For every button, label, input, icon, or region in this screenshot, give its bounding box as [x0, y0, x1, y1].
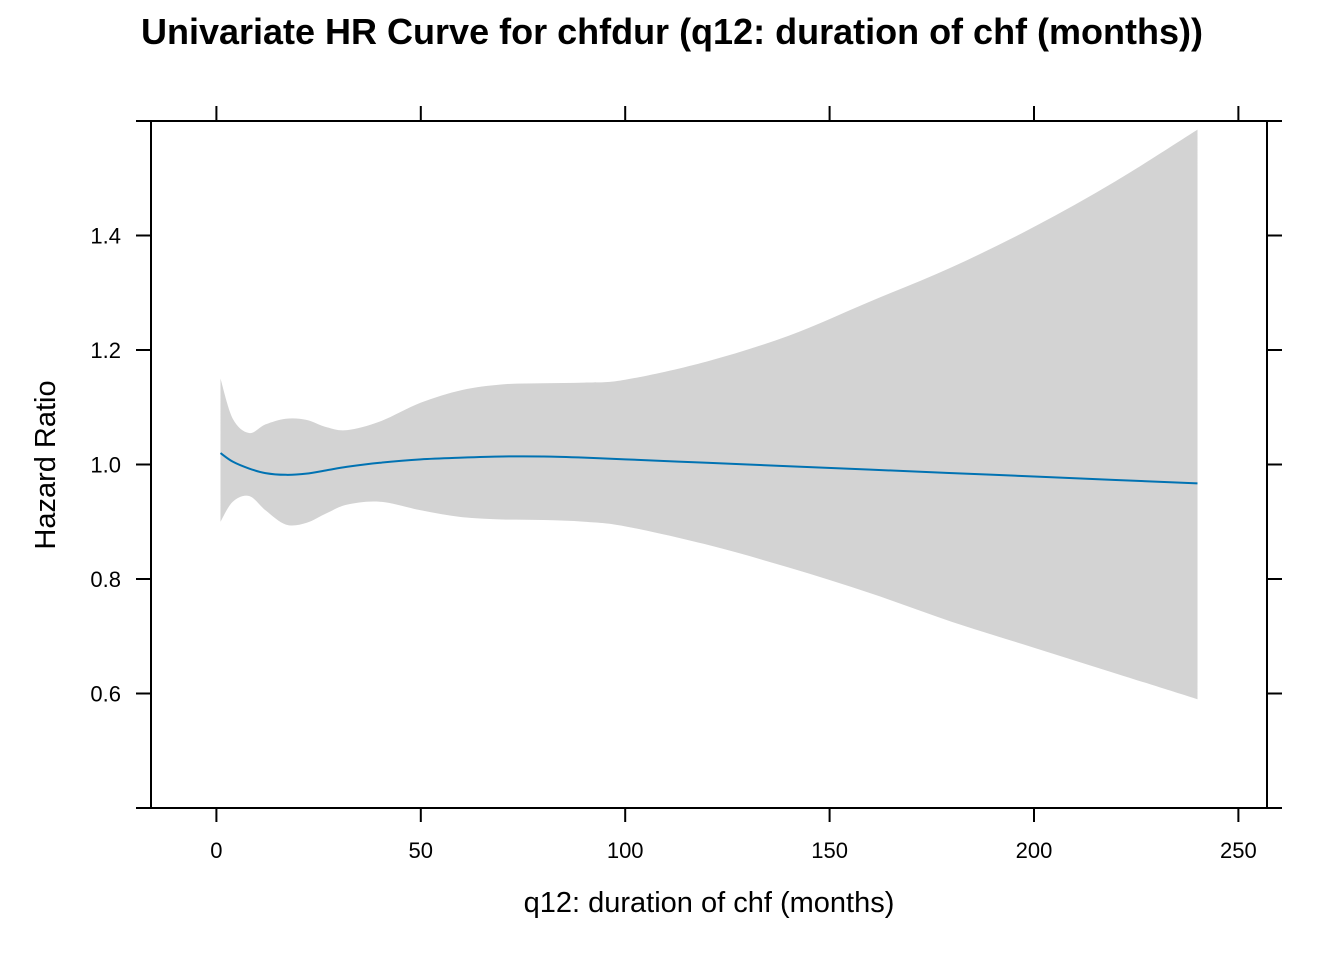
x-axis-label: q12: duration of chf (months) [524, 887, 895, 919]
chart-title: Univariate HR Curve for chfdur (q12: dur… [141, 11, 1203, 52]
x-axis-top [136, 106, 1282, 122]
x-tick-label: 100 [607, 838, 644, 863]
y-axis-right [1267, 234, 1282, 695]
confidence-band-layer [220, 129, 1198, 700]
x-tick-label: 150 [811, 838, 848, 863]
y-axis-label: Hazard Ratio [30, 380, 62, 549]
x-axis-bottom: 0 50 100 150 200 250 [136, 807, 1282, 863]
x-tick-label: 50 [409, 838, 433, 863]
x-tick-label: 0 [210, 838, 222, 863]
hr-line-layer [219, 452, 1198, 485]
y-axis-left: 0.6 0.8 1.0 1.2 1.4 [90, 224, 151, 707]
y-tick-label: 0.6 [90, 682, 121, 707]
y-tick-label: 1.2 [90, 338, 121, 363]
x-tick-label: 200 [1016, 838, 1053, 863]
hazard-ratio-line [219, 452, 1198, 485]
confidence-band [220, 129, 1198, 700]
y-tick-label: 1.0 [90, 453, 121, 478]
y-tick-label: 0.8 [90, 567, 121, 592]
y-tick-label: 1.4 [90, 224, 121, 249]
x-tick-label: 250 [1220, 838, 1257, 863]
